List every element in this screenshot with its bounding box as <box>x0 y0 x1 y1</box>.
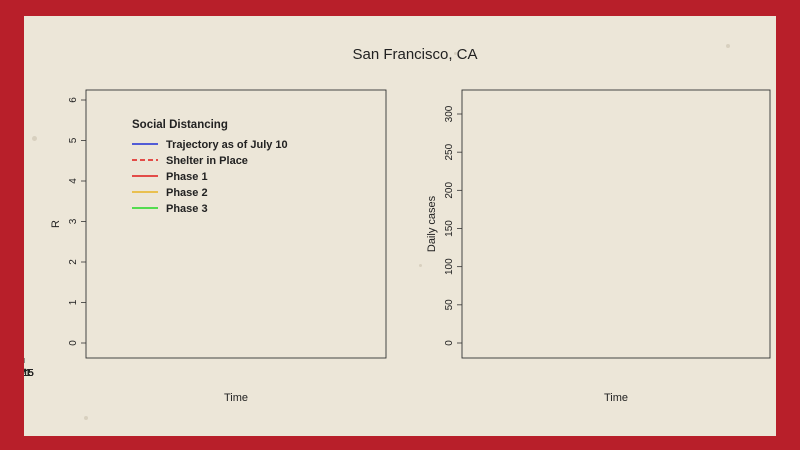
cases-chart-y-axis-label: Daily cases <box>426 195 438 252</box>
cases-chart-x-tick-label: 6/1 <box>24 368 31 379</box>
r-chart-y-tick-label: 3 <box>68 218 79 224</box>
r-chart-x-tick-label: 5/1 <box>24 368 31 379</box>
cases-chart-y-tick-label: 250 <box>444 143 455 160</box>
r-chart-x-tick-label: 8/1 <box>24 368 31 379</box>
cases-chart-x-tick-label: 6/15 <box>24 368 34 379</box>
r-chart-legend-label: Trajectory as of July 10 <box>166 139 288 151</box>
chart-title: San Francisco, CA <box>352 46 477 63</box>
r-chart-y-tick-label: 2 <box>68 259 79 265</box>
cases-chart-y-tick-label: 100 <box>444 258 455 275</box>
cases-chart-x-tick-label: 5/15 <box>24 368 34 379</box>
r-chart-x-tick-label: 7/1 <box>24 368 31 379</box>
cases-chart-y-tick-label: 150 <box>444 220 455 237</box>
r-chart-legend-label: Shelter in Place <box>166 155 248 167</box>
r-chart-x-axis-label: Time <box>224 392 248 404</box>
r-chart-y-tick-label: 5 <box>68 137 79 143</box>
r-chart-y-tick-label: 6 <box>68 97 79 103</box>
r-chart-legend-label: Phase 2 <box>166 187 208 199</box>
r-chart-y-tick-label: 1 <box>68 299 79 305</box>
cases-chart-x-tick-label: 7/1 <box>24 368 31 379</box>
r-chart-plot-frame <box>85 89 387 359</box>
poster-background: San Francisco, CA 0 1 2 3 4 5 6 4/14/155/15/156… <box>24 16 776 436</box>
cases-chart-y-tick-label: 0 <box>444 340 455 346</box>
charts-canvas: San Francisco, CA 0 1 2 3 4 5 6 4/14/155/15/156… <box>24 46 771 404</box>
r-chart-x-tick-label: 5/15 <box>24 368 34 379</box>
r-chart-x-tick-label: 4/1 <box>24 368 31 379</box>
r-chart-legend-title: Social Distancing <box>132 119 228 131</box>
cases-chart-y-tick-label: 50 <box>444 299 455 311</box>
cases-chart-y-tick-label: 300 <box>444 105 455 122</box>
r-chart-legend-label: Phase 1 <box>166 171 208 183</box>
cases-chart-x-tick-label: 4/1 <box>24 368 31 379</box>
r-chart-x-tick-label: 6/15 <box>24 368 34 379</box>
cases-chart-x-tick-label: 4/15 <box>24 368 34 379</box>
cases-chart-x-tick-label: 8/1 <box>24 368 31 379</box>
cases-chart-x-axis-label: Time <box>604 392 628 404</box>
r-chart-x-tick-label: 6/1 <box>24 368 31 379</box>
cases-chart-plot-frame <box>461 89 771 359</box>
r-chart-x-tick-label: 4/15 <box>24 368 34 379</box>
cases-chart-x-tick-label: 5/1 <box>24 368 31 379</box>
r-chart-y-tick-label: 0 <box>68 340 79 346</box>
r-chart-x-tick-label: 7/15 <box>24 368 34 379</box>
r-chart-legend-label: Phase 3 <box>166 203 208 215</box>
r-chart-y-tick-label: 4 <box>68 178 79 184</box>
cases-chart-x-tick-label: 7/15 <box>24 368 34 379</box>
cases-chart-y-tick-label: 200 <box>444 182 455 199</box>
r-chart-y-axis-label: R <box>50 220 62 228</box>
